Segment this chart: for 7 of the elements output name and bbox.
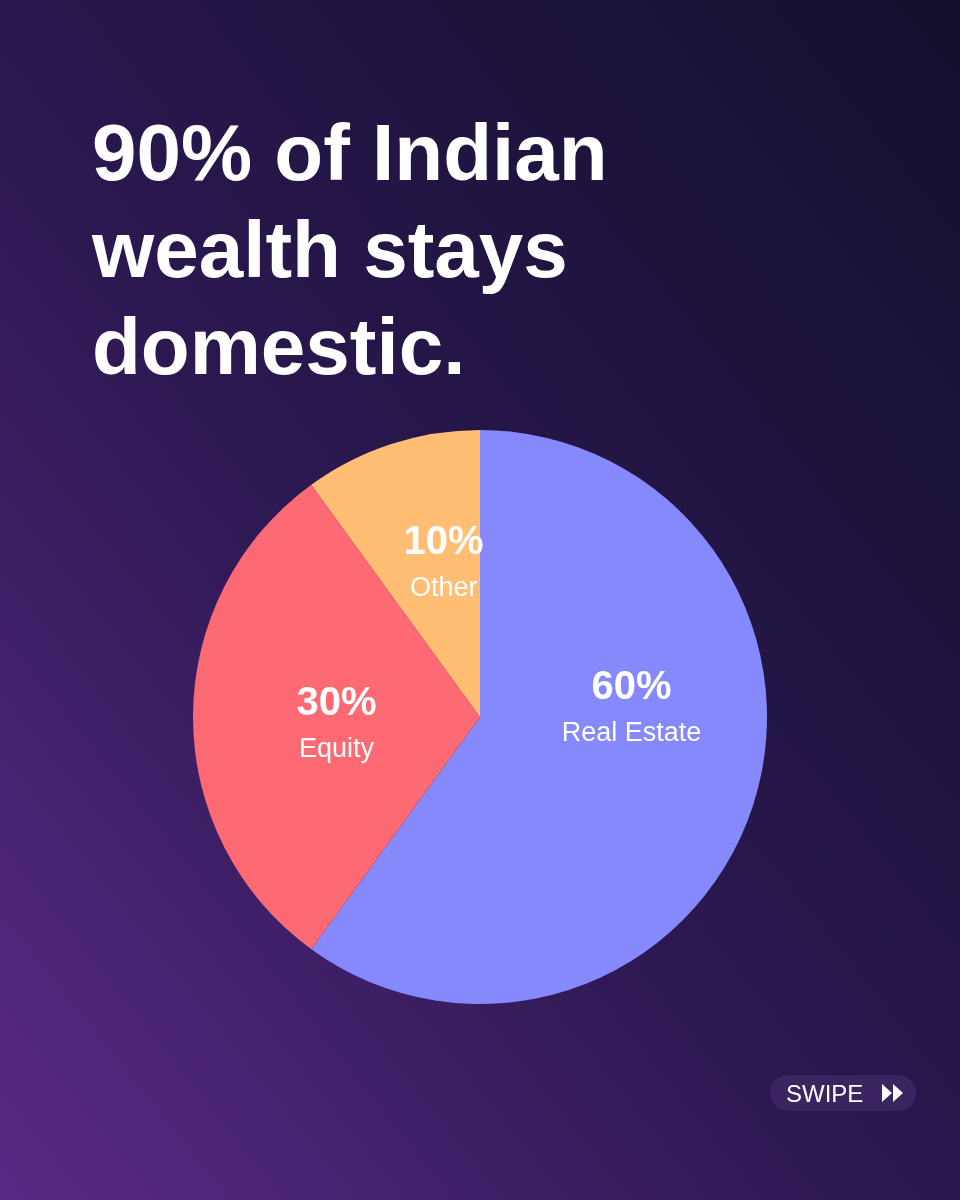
slice-label: Real Estate bbox=[561, 717, 702, 748]
slice-label: Equity bbox=[298, 733, 375, 763]
chart-title: 90% of Indian wealth stays domestic. bbox=[91, 108, 608, 391]
data-label: 60% bbox=[591, 663, 672, 708]
data-label: 30% bbox=[296, 679, 377, 723]
text: SWIPE bbox=[786, 1080, 864, 1107]
slice-label: Other bbox=[409, 571, 478, 602]
